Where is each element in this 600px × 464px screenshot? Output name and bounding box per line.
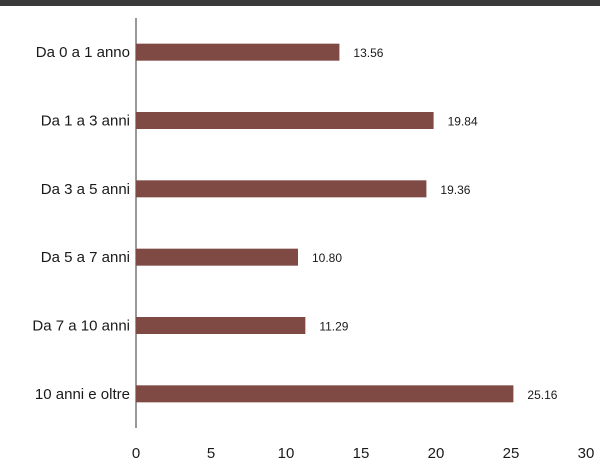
category-label: Da 1 a 3 anni xyxy=(41,113,130,130)
value-labels: 13.56 19.84 19.36 10.80 11.29 25.16 xyxy=(312,46,558,402)
bar xyxy=(136,43,340,61)
bar xyxy=(136,317,306,334)
data-label: 19.84 xyxy=(448,115,478,129)
category-label: Da 0 a 1 anno xyxy=(36,44,130,61)
category-labels: Da 0 a 1 anno Da 1 a 3 anni Da 3 a 5 anni D… xyxy=(32,44,130,403)
data-label: 19.36 xyxy=(440,183,470,197)
category-label: Da 5 a 7 anni xyxy=(41,249,130,266)
header-bar xyxy=(0,0,600,6)
x-tick-label: 25 xyxy=(503,445,520,462)
data-label: 25.16 xyxy=(527,388,557,402)
x-tick-label: 15 xyxy=(353,445,370,462)
x-tick-label: 30 xyxy=(578,445,595,462)
x-tick-label: 0 xyxy=(132,445,140,462)
category-label: Da 7 a 10 anni xyxy=(32,318,130,335)
data-label: 11.29 xyxy=(319,320,348,334)
bar xyxy=(136,112,434,129)
x-tick-label: 10 xyxy=(278,445,295,462)
bar xyxy=(136,385,514,403)
bars-group xyxy=(136,43,514,403)
data-label: 13.56 xyxy=(353,46,383,60)
x-tick-labels: 0 5 10 15 20 25 30 xyxy=(132,445,595,462)
data-label: 10.80 xyxy=(312,251,342,265)
category-label: Da 3 a 5 anni xyxy=(41,181,130,198)
x-tick-label: 5 xyxy=(207,445,215,462)
category-label: 10 anni e oltre xyxy=(35,386,130,403)
bar xyxy=(136,180,427,198)
bar xyxy=(136,248,298,266)
x-tick-label: 20 xyxy=(428,445,445,462)
